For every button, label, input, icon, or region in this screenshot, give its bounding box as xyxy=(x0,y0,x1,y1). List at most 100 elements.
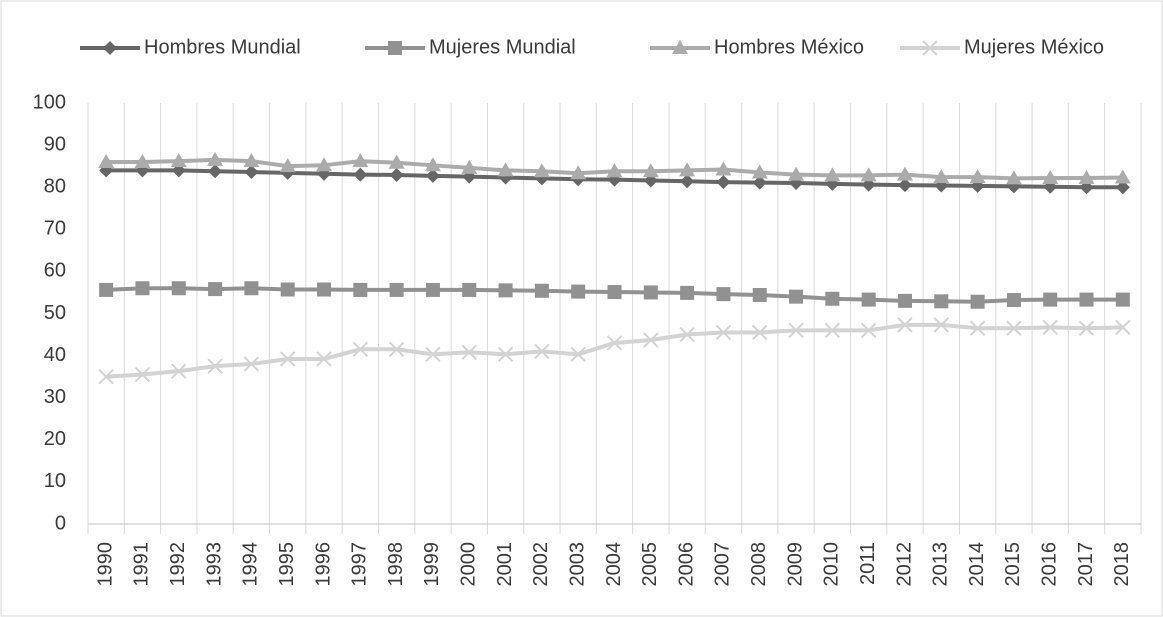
marker xyxy=(752,324,768,341)
y-tick-label: 60 xyxy=(44,260,66,282)
legend-label: Hombres Mundial xyxy=(144,36,301,58)
marker xyxy=(316,351,332,367)
y-tick-label: 20 xyxy=(44,428,66,450)
marker xyxy=(1043,292,1058,307)
marker xyxy=(825,291,840,306)
marker xyxy=(244,281,259,296)
marker xyxy=(425,346,441,363)
marker xyxy=(497,162,514,177)
marker xyxy=(1006,293,1021,308)
marker xyxy=(1078,320,1095,336)
y-tick-label: 90 xyxy=(44,133,66,155)
marker xyxy=(135,281,150,296)
marker xyxy=(824,322,841,339)
legend-item: Hombres Mundial xyxy=(80,36,301,58)
x-tick-label: 1997 xyxy=(349,542,371,587)
marker xyxy=(171,363,187,379)
marker xyxy=(425,282,440,297)
marker xyxy=(279,351,296,367)
marker xyxy=(716,287,731,302)
y-tick-label: 80 xyxy=(44,175,66,197)
marker xyxy=(388,341,405,357)
marker xyxy=(1006,320,1022,336)
x-tick-label: 2016 xyxy=(1039,542,1061,587)
marker xyxy=(788,166,805,181)
marker xyxy=(1005,170,1022,185)
marker xyxy=(680,285,695,300)
marker xyxy=(933,169,950,184)
marker xyxy=(570,346,586,363)
marker xyxy=(99,282,114,297)
x-tick-label: 2008 xyxy=(748,542,770,587)
marker xyxy=(643,285,658,300)
x-tick-label: 2004 xyxy=(603,542,625,587)
x-tick-label: 2006 xyxy=(675,542,697,587)
marker xyxy=(897,317,913,333)
marker xyxy=(861,292,876,307)
marker xyxy=(860,322,877,339)
marker xyxy=(679,326,695,343)
marker xyxy=(933,317,950,333)
marker xyxy=(98,368,114,385)
x-tick-label: 2018 xyxy=(1111,542,1133,587)
x-tick-label: 1994 xyxy=(240,542,262,587)
marker xyxy=(751,164,768,179)
marker xyxy=(243,356,260,372)
marker xyxy=(607,285,622,300)
marker xyxy=(1115,292,1130,307)
marker xyxy=(752,287,767,302)
marker xyxy=(606,335,623,351)
legend-item: Mujeres Mundial xyxy=(365,36,576,58)
marker xyxy=(680,174,695,189)
x-tick-label: 2012 xyxy=(893,542,915,587)
marker xyxy=(498,283,513,298)
marker xyxy=(353,282,368,297)
marker xyxy=(570,165,587,180)
x-tick-label: 2017 xyxy=(1075,542,1097,587)
y-tick-label: 10 xyxy=(44,470,66,492)
marker xyxy=(316,157,333,172)
x-tick-label: 2014 xyxy=(966,542,988,587)
marker xyxy=(134,366,151,383)
legend-item: Mujeres México xyxy=(900,36,1104,58)
marker xyxy=(243,153,260,168)
marker xyxy=(896,166,913,181)
marker xyxy=(280,282,295,297)
marker xyxy=(388,41,402,55)
marker xyxy=(389,167,404,182)
x-tick-label: 1998 xyxy=(385,542,407,587)
x-tick-label: 2007 xyxy=(712,542,734,587)
marker xyxy=(571,284,586,299)
y-tick-label: 0 xyxy=(55,512,66,534)
marker xyxy=(317,282,332,297)
marker xyxy=(970,294,985,309)
marker xyxy=(789,289,804,304)
marker xyxy=(103,41,117,55)
marker xyxy=(533,163,550,178)
x-tick-label: 1992 xyxy=(167,542,189,587)
marker xyxy=(352,341,369,357)
marker xyxy=(642,163,659,178)
marker xyxy=(897,178,912,193)
marker xyxy=(606,163,623,178)
legend-label: Hombres México xyxy=(714,36,864,58)
marker xyxy=(534,283,549,298)
x-tick-label: 1999 xyxy=(421,542,443,587)
marker xyxy=(752,175,767,190)
legend-label: Mujeres Mundial xyxy=(429,36,576,58)
x-tick-label: 2015 xyxy=(1002,542,1024,587)
marker xyxy=(860,167,877,182)
marker xyxy=(672,40,688,54)
x-tick-label: 1995 xyxy=(276,542,298,587)
marker xyxy=(969,320,986,336)
series xyxy=(99,281,1130,309)
series-line xyxy=(106,322,1123,379)
marker xyxy=(461,159,478,174)
x-tick-label: 1993 xyxy=(203,542,225,587)
marker xyxy=(788,322,804,339)
legend-label: Mujeres México xyxy=(964,36,1104,58)
marker xyxy=(969,169,986,184)
marker xyxy=(389,282,404,297)
marker xyxy=(208,282,223,297)
